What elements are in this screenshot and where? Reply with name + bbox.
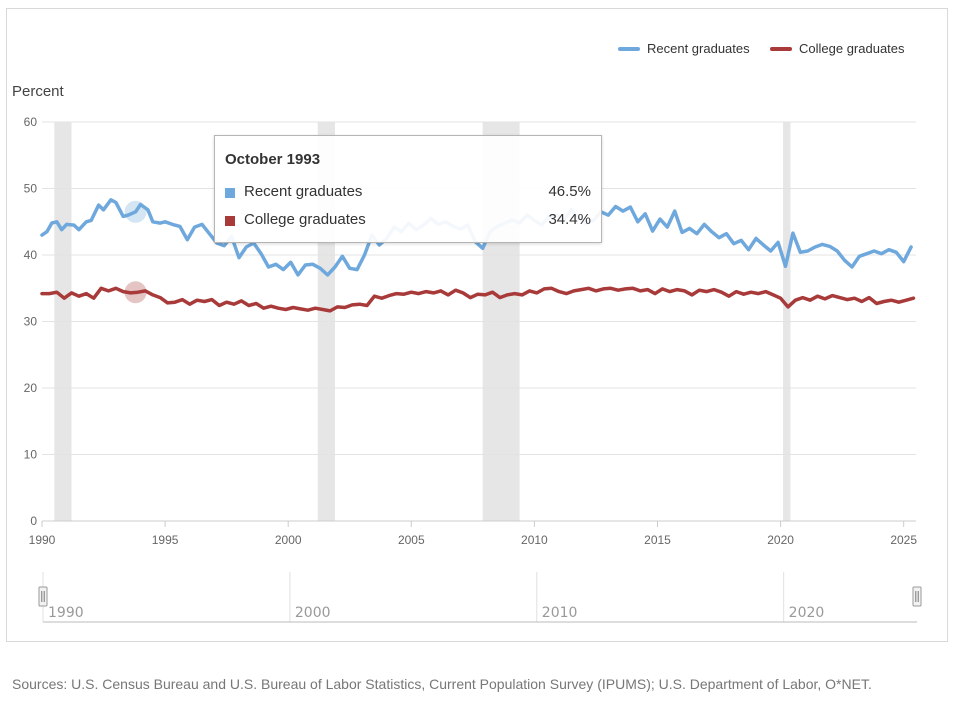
tooltip-row-recent: Recent graduates 46.5% — [225, 183, 591, 203]
navigator-track — [43, 572, 917, 622]
chart-tooltip: October 1993 Recent graduates 46.5% Coll… — [214, 135, 602, 243]
range-navigator[interactable]: 1990 2000 2010 2020 — [38, 572, 922, 623]
tooltip-title: October 1993 — [225, 151, 321, 168]
tooltip-row-college: College graduates 34.4% — [225, 211, 591, 231]
x-tick-label: 2015 — [644, 533, 671, 547]
y-tick-label: 60 — [24, 115, 38, 129]
series-line-1 — [40, 286, 916, 313]
navigator-handle-right[interactable] — [912, 586, 922, 607]
x-tick-label: 2010 — [521, 533, 548, 547]
y-tick-label: 0 — [30, 514, 37, 528]
navigator-label: 2000 — [295, 605, 331, 621]
y-tick-label: 10 — [24, 448, 38, 462]
legend-label-1: College graduates — [799, 41, 905, 56]
y-tick-label: 20 — [24, 381, 38, 395]
legend: Recent graduates College graduates — [618, 41, 905, 56]
highlight-marker-0 — [124, 200, 147, 223]
tooltip-label-college: College graduates — [244, 211, 366, 228]
y-axis-ticks: 0 10 20 30 40 50 60 Percent — [12, 83, 65, 528]
highlight-marker-1 — [124, 281, 147, 304]
x-tick-label: 2020 — [767, 533, 794, 547]
tooltip-value-recent: 46.5% — [548, 183, 591, 200]
navigator-label: 2010 — [542, 605, 578, 621]
tooltip-label-recent: Recent graduates — [244, 183, 363, 200]
x-axis-ticks: 1990 1995 2000 2005 2010 2015 2020 2025 — [29, 521, 917, 547]
chart-frame — [6, 8, 948, 642]
navigator-handle-left[interactable] — [38, 586, 48, 607]
handle-grip — [912, 586, 922, 607]
tooltip-swatch-recent — [225, 188, 235, 198]
navigator-label: 1990 — [48, 605, 84, 621]
x-tick-label: 2000 — [275, 533, 302, 547]
y-tick-label: 50 — [24, 182, 38, 196]
x-tick-label: 1995 — [152, 533, 179, 547]
x-tick-label: 2025 — [890, 533, 917, 547]
y-tick-label: 30 — [24, 315, 38, 329]
y-tick-label: 40 — [24, 248, 38, 262]
tooltip-swatch-college — [225, 216, 235, 226]
tooltip-value-college: 34.4% — [548, 211, 591, 228]
handle-grip — [38, 586, 48, 607]
legend-label-0: Recent graduates — [647, 41, 750, 56]
y-axis-label: Percent — [12, 83, 65, 100]
source-note: Sources: U.S. Census Bureau and U.S. Bur… — [12, 676, 872, 692]
navigator-label: 2020 — [789, 605, 825, 621]
x-tick-label: 2005 — [398, 533, 425, 547]
x-tick-label: 1990 — [29, 533, 56, 547]
